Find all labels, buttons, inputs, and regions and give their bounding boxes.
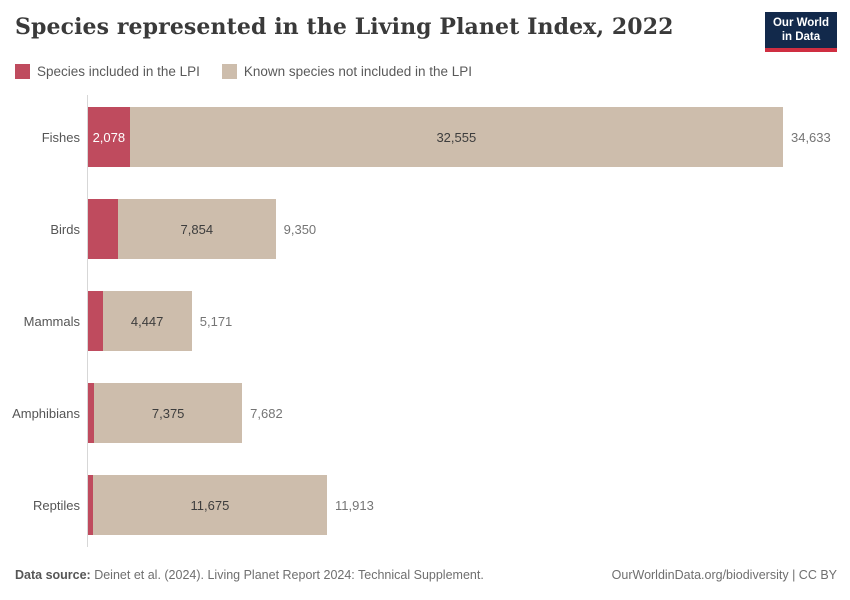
license-text: | CC BY <box>788 568 837 582</box>
legend-item-1[interactable]: Known species not included in the LPI <box>221 64 473 79</box>
legend-label: Known species not included in the LPI <box>243 64 473 79</box>
bar-row: Reptiles 11,675 11,913 <box>0 475 850 535</box>
total-label: 9,350 <box>283 221 317 237</box>
bar-value-not-included: 7,854 <box>180 221 214 237</box>
chart-title: Species represented in the Living Planet… <box>15 14 674 40</box>
owid-url-link[interactable]: OurWorldinData.org/biodiversity <box>611 568 789 582</box>
bar-value-not-included: 4,447 <box>130 313 164 329</box>
category-label: Reptiles <box>33 497 80 513</box>
y-axis-line <box>87 95 88 547</box>
legend: Species included in the LPI Known species… <box>15 64 472 79</box>
owid-logo[interactable]: Our World in Data <box>764 12 837 52</box>
legend-item-0[interactable]: Species included in the LPI <box>15 64 200 79</box>
chart-area: Fishes 2,078 32,555 34,633 Birds 7,854 9,350 Ma… <box>0 95 850 555</box>
category-label: Mammals <box>23 313 80 329</box>
bar-segment-not-included[interactable]: 7,854 <box>118 199 276 259</box>
owid-logo-line1: Our World <box>772 17 829 29</box>
category-label: Birds <box>50 221 80 237</box>
bar-row: Birds 7,854 9,350 <box>0 199 850 259</box>
bar-segment-included[interactable] <box>88 199 119 259</box>
bar-segment-included[interactable] <box>88 291 103 351</box>
bar-value-not-included: 11,675 <box>190 497 230 513</box>
total-label: 5,171 <box>199 313 233 329</box>
bar-value-not-included: 7,375 <box>151 405 185 421</box>
legend-swatch-icon <box>221 64 237 79</box>
data-source-note: Data source: Deinet et al. (2024). Livin… <box>15 568 484 582</box>
footer-right: OurWorldinData.org/biodiversity | CC BY <box>612 568 837 582</box>
bar-value-included: 2,078 <box>92 129 126 145</box>
legend-label: Species included in the LPI <box>37 64 200 79</box>
bar-segment-not-included[interactable]: 32,555 <box>129 107 783 167</box>
data-source-text: Deinet et al. (2024). Living Planet Repo… <box>90 568 484 582</box>
bar-value-not-included: 32,555 <box>436 129 477 145</box>
legend-swatch-icon <box>15 64 30 79</box>
chart-footer: Data source: Deinet et al. (2024). Livin… <box>15 568 837 582</box>
category-label: Amphibians <box>12 405 80 421</box>
bar-segment-included[interactable]: 2,078 <box>88 107 130 167</box>
data-source-label: Data source: <box>15 568 91 582</box>
bar-segment-included[interactable] <box>88 475 93 535</box>
total-label: 34,633 <box>790 129 831 145</box>
bar-row: Amphibians 7,375 7,682 <box>0 383 850 443</box>
bar-segment-not-included[interactable]: 4,447 <box>102 291 192 351</box>
bar-segment-included[interactable] <box>88 383 95 443</box>
bar-row: Fishes 2,078 32,555 34,633 <box>0 107 850 167</box>
bar-row: Mammals 4,447 5,171 <box>0 291 850 351</box>
bar-segment-not-included[interactable]: 11,675 <box>92 475 328 535</box>
total-label: 11,913 <box>335 497 374 513</box>
owid-logo-line2: in Data <box>781 31 821 44</box>
category-label: Fishes <box>41 129 80 145</box>
total-label: 7,682 <box>250 405 283 421</box>
bar-segment-not-included[interactable]: 7,375 <box>94 383 243 443</box>
